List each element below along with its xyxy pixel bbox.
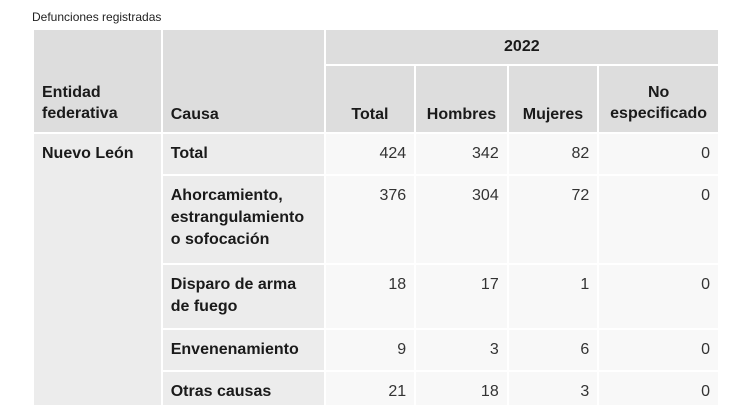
hombres-cell: 304 bbox=[416, 176, 507, 263]
hombres-cell: 3 bbox=[416, 330, 507, 370]
causa-cell: Total bbox=[162, 134, 324, 174]
table-row: Nuevo León Total 424 342 82 0 bbox=[34, 134, 718, 405]
causa-cell: Otras causas bbox=[162, 372, 324, 405]
header-row-columns: Total Hombres Mujeres No especificado bbox=[34, 66, 718, 132]
header-mujeres: Mujeres bbox=[508, 66, 598, 132]
mujeres-cell: 3 bbox=[508, 372, 598, 405]
causa-cell: Ahorcamiento, estrangulamiento o sofocac… bbox=[162, 176, 324, 263]
table-row: Disparo de arma de fuego 18 17 1 0 bbox=[34, 265, 718, 328]
header-entidad: Entidad federativa bbox=[34, 30, 161, 132]
no-especificado-cell: 0 bbox=[599, 134, 718, 174]
table-caption: Defunciones registradas bbox=[32, 10, 162, 24]
entidad-cell: Nuevo León bbox=[34, 134, 161, 405]
mujeres-cell: 72 bbox=[508, 176, 598, 263]
table-row: Otras causas 21 18 3 0 bbox=[34, 372, 718, 405]
hombres-cell: 17 bbox=[416, 265, 507, 328]
header-hombres: Hombres bbox=[416, 66, 507, 132]
header-causa: Causa bbox=[162, 30, 324, 132]
no-especificado-cell: 0 bbox=[599, 372, 718, 405]
causa-cell: Disparo de arma de fuego bbox=[162, 265, 324, 328]
total-cell: 424 bbox=[325, 134, 415, 174]
header-year: 2022 bbox=[325, 30, 718, 64]
table-row: Ahorcamiento, estrangulamiento o sofocac… bbox=[34, 176, 718, 263]
table-row: Envenenamiento 9 3 6 0 bbox=[34, 330, 718, 370]
total-cell: 18 bbox=[325, 265, 415, 328]
causa-cell: Envenenamiento bbox=[162, 330, 324, 370]
mujeres-cell: 1 bbox=[508, 265, 598, 328]
total-cell: 21 bbox=[325, 372, 415, 405]
no-especificado-cell: 0 bbox=[599, 265, 718, 328]
no-especificado-cell: 0 bbox=[599, 330, 718, 370]
no-especificado-cell: 0 bbox=[599, 176, 718, 263]
deaths-table: Entidad federativa Causa 2022 Total Homb… bbox=[32, 28, 720, 405]
header-row-year: Entidad federativa Causa 2022 bbox=[34, 30, 718, 132]
hombres-cell: 18 bbox=[416, 372, 507, 405]
total-cell: 9 bbox=[325, 330, 415, 370]
header-total: Total bbox=[325, 66, 415, 132]
mujeres-cell: 82 bbox=[508, 134, 598, 174]
mujeres-cell: 6 bbox=[508, 330, 598, 370]
header-no-especificado: No especificado bbox=[599, 66, 718, 132]
total-cell: 376 bbox=[325, 176, 415, 263]
hombres-cell: 342 bbox=[416, 134, 507, 174]
